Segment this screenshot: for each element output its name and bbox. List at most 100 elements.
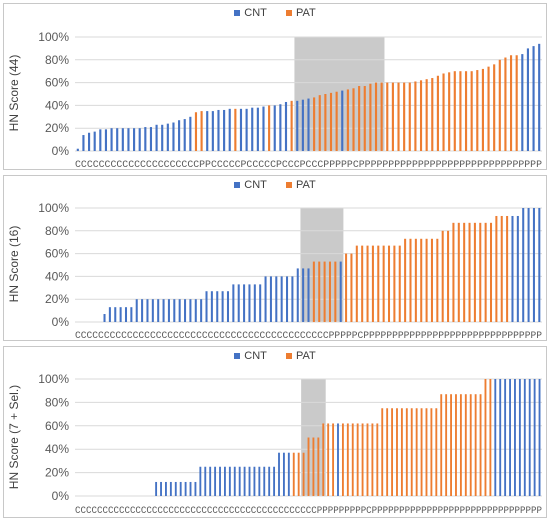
chart-svg: 0% 20% 40% 60% 80% 100% CCCCCCCCCCCCCCCCCCCCCC… bbox=[38, 201, 542, 340]
bar-pat bbox=[386, 82, 389, 151]
bar-pat bbox=[312, 437, 315, 496]
bar-cnt bbox=[194, 481, 197, 496]
bar-cnt bbox=[286, 276, 289, 322]
bar-pat bbox=[391, 82, 394, 151]
bar-cnt bbox=[184, 299, 187, 322]
bar-cnt bbox=[223, 109, 226, 151]
bar-pat bbox=[194, 112, 198, 151]
legend-item-cnt: CNT bbox=[234, 7, 267, 19]
bar-pat bbox=[268, 105, 271, 151]
legend-label-cnt: CNT bbox=[244, 179, 267, 191]
bar-pat bbox=[452, 222, 455, 322]
y-axis-title-wrap: HN Score (7 + Sel.) bbox=[4, 377, 24, 497]
bar-pat bbox=[425, 238, 428, 322]
bar-pat bbox=[414, 238, 417, 322]
bar-cnt bbox=[538, 208, 541, 322]
bar-pat bbox=[436, 238, 439, 322]
bar-cnt bbox=[119, 307, 122, 322]
bar-pat bbox=[393, 245, 396, 322]
bar-pat bbox=[346, 89, 349, 151]
bar-pat bbox=[455, 394, 457, 496]
y-axis-title: HN Score (16) bbox=[7, 225, 21, 303]
bar-pat bbox=[356, 423, 359, 496]
bar-cnt bbox=[279, 104, 282, 151]
bar-pat bbox=[470, 71, 473, 151]
highlight-band bbox=[300, 208, 344, 322]
bar-pat bbox=[436, 75, 439, 151]
legend-label-cnt: CNT bbox=[244, 350, 267, 362]
bar-cnt bbox=[194, 299, 197, 322]
bar-pat bbox=[380, 82, 383, 151]
bar-cnt bbox=[527, 208, 530, 322]
legend-swatch-pat bbox=[285, 353, 292, 360]
bar-cnt bbox=[538, 43, 541, 152]
y-tick-label: 0% bbox=[52, 315, 70, 329]
legend-swatch-cnt bbox=[234, 353, 241, 360]
chart-panel-44: 0% 20% 40% 60% 80% 100% CCCCCCCCCCCCCCCCCCCCCP… bbox=[3, 3, 547, 170]
bar-cnt bbox=[209, 466, 212, 496]
bar-cnt bbox=[273, 466, 276, 496]
legend-item-cnt: CNT bbox=[234, 179, 267, 191]
y-tick-label: 20% bbox=[45, 466, 69, 480]
bar-pat bbox=[498, 59, 501, 151]
bar-cnt bbox=[301, 99, 304, 151]
legend: CNT PAT bbox=[4, 350, 546, 362]
bar-pat bbox=[504, 57, 507, 151]
y-tick-label: 80% bbox=[45, 53, 69, 67]
bar-pat bbox=[351, 423, 354, 496]
bar-pat bbox=[397, 82, 400, 151]
bar-cnt bbox=[287, 452, 290, 496]
bar-pat bbox=[361, 423, 364, 496]
bar-pat bbox=[441, 230, 444, 322]
bar-cnt bbox=[219, 466, 221, 496]
bar-cnt bbox=[532, 46, 535, 152]
bar-cnt bbox=[280, 276, 283, 322]
bar-cnt bbox=[243, 466, 246, 496]
bar-cnt bbox=[200, 299, 203, 322]
y-tick-label: 60% bbox=[45, 419, 69, 433]
bar-cnt bbox=[494, 379, 497, 496]
y-tick-label: 100% bbox=[38, 30, 69, 44]
bar-pat bbox=[430, 408, 433, 496]
bar-cnt bbox=[167, 299, 170, 322]
bar-cnt bbox=[87, 132, 91, 151]
bar-pat bbox=[382, 245, 385, 322]
bar-cnt bbox=[108, 307, 111, 322]
bar-cnt bbox=[291, 276, 294, 322]
y-tick-label: 40% bbox=[45, 98, 69, 112]
bar-cnt bbox=[135, 299, 138, 322]
legend-item-pat: PAT bbox=[285, 350, 316, 362]
bar-pat bbox=[442, 73, 445, 151]
bar-pat bbox=[430, 238, 433, 322]
bar-cnt bbox=[165, 481, 167, 496]
bar-cnt bbox=[511, 215, 514, 322]
bar-pat bbox=[457, 222, 460, 322]
bar-cnt bbox=[144, 127, 147, 151]
bar-pat bbox=[463, 222, 466, 322]
legend-swatch-cnt bbox=[234, 10, 241, 17]
bar-cnt bbox=[237, 284, 240, 322]
bar-pat bbox=[376, 423, 379, 496]
bar-pat bbox=[328, 261, 331, 322]
bar-pat bbox=[366, 423, 369, 496]
bar-cnt bbox=[130, 307, 133, 322]
bar-cnt bbox=[114, 307, 117, 322]
bar-cnt bbox=[337, 423, 339, 496]
bar-cnt bbox=[258, 466, 261, 496]
bar-cnt bbox=[76, 148, 79, 151]
bar-cnt bbox=[110, 128, 113, 151]
bar-cnt bbox=[146, 299, 149, 322]
bar-pat bbox=[493, 64, 496, 151]
legend-label-pat: PAT bbox=[295, 350, 316, 362]
bar-pat bbox=[371, 245, 374, 322]
bar-cnt bbox=[275, 276, 278, 322]
chart-panel-16: 0% 20% 40% 60% 80% 100% CCCCCCCCCCCCCCCCCCCCCC… bbox=[3, 175, 547, 341]
legend-label-pat: PAT bbox=[295, 179, 316, 191]
bar-pat bbox=[297, 452, 300, 496]
bar-pat bbox=[509, 55, 513, 151]
y-tick-label: 100% bbox=[38, 201, 69, 215]
bar-cnt bbox=[93, 131, 96, 151]
bar-pat bbox=[476, 70, 479, 151]
bar-cnt bbox=[526, 48, 530, 151]
legend-label-pat: PAT bbox=[295, 7, 316, 19]
